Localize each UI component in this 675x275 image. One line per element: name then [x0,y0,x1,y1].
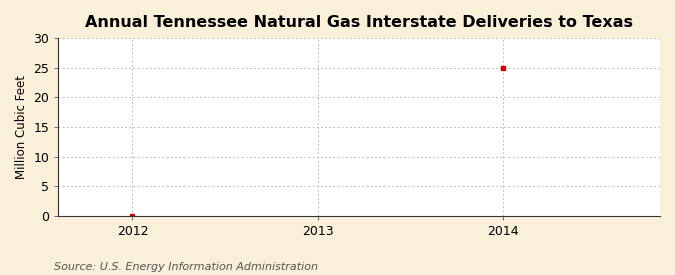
Y-axis label: Million Cubic Feet: Million Cubic Feet [15,75,28,179]
Title: Annual Tennessee Natural Gas Interstate Deliveries to Texas: Annual Tennessee Natural Gas Interstate … [85,15,633,30]
Text: Source: U.S. Energy Information Administration: Source: U.S. Energy Information Administ… [54,262,318,272]
